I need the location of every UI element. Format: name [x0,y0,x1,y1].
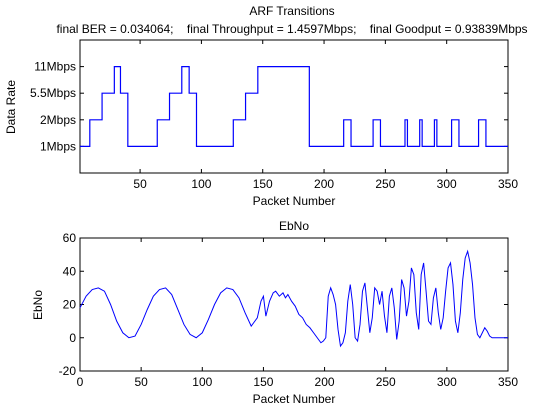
arf-ticks: 50 100 150 200 250 300 350 1Mbps 2Mbps 5.5Mbps 11M… [30,40,518,191]
arf-x-tick-label: 350 [498,177,518,191]
arf-rate-line [80,65,508,147]
ebno-chart-title: EbNo [279,219,309,233]
arf-x-axis-label: Packet Number [253,194,336,208]
ebno-y-tick-label: 40 [63,264,77,278]
arf-chart-title: ARF Transitions [249,4,334,18]
ebno-x-axis-label: Packet Number [253,392,336,406]
ebno-x-tick-label: 150 [253,375,273,389]
ebno-y-tick-label: -20 [59,364,77,378]
ebno-x-tick-label: 0 [77,375,84,389]
arf-x-tick-label: 200 [314,177,334,191]
arf-plot-box [79,39,509,174]
arf-x-tick-label: 300 [437,177,457,191]
ebno-y-tick-label: 20 [63,298,77,312]
ebno-x-tick-label: 250 [376,375,396,389]
arf-y-tick-label: 5.5Mbps [30,86,76,100]
ebno-line [79,249,508,348]
ebno-x-tick-label: 100 [192,375,212,389]
ebno-y-tick-label: 0 [69,331,76,345]
arf-y-tick-label: 11Mbps [34,60,76,74]
arf-chart-subtitle: final BER = 0.034064; final Throughput =… [56,22,527,36]
ebno-x-tick-label: 300 [437,375,457,389]
arf-transitions-axes: ARF Transitions final BER = 0.034064; fi… [4,4,528,208]
arf-y-tick-label: 1Mbps [40,139,76,153]
arf-x-tick-label: 150 [253,177,273,191]
ebno-x-tick-label: 50 [134,375,148,389]
ebno-x-tick-label: 350 [498,375,518,389]
ebno-y-tick-label: 60 [63,231,77,245]
arf-y-axis-label: Data Rate [4,80,18,134]
arf-y-tick-label: 2Mbps [40,113,76,127]
arf-x-tick-label: 250 [375,177,395,191]
arf-x-tick-label: 50 [133,177,147,191]
arf-x-tick-label: 100 [191,177,211,191]
ebno-x-tick-label: 200 [315,375,335,389]
ebno-y-axis-label: EbNo [31,290,45,320]
